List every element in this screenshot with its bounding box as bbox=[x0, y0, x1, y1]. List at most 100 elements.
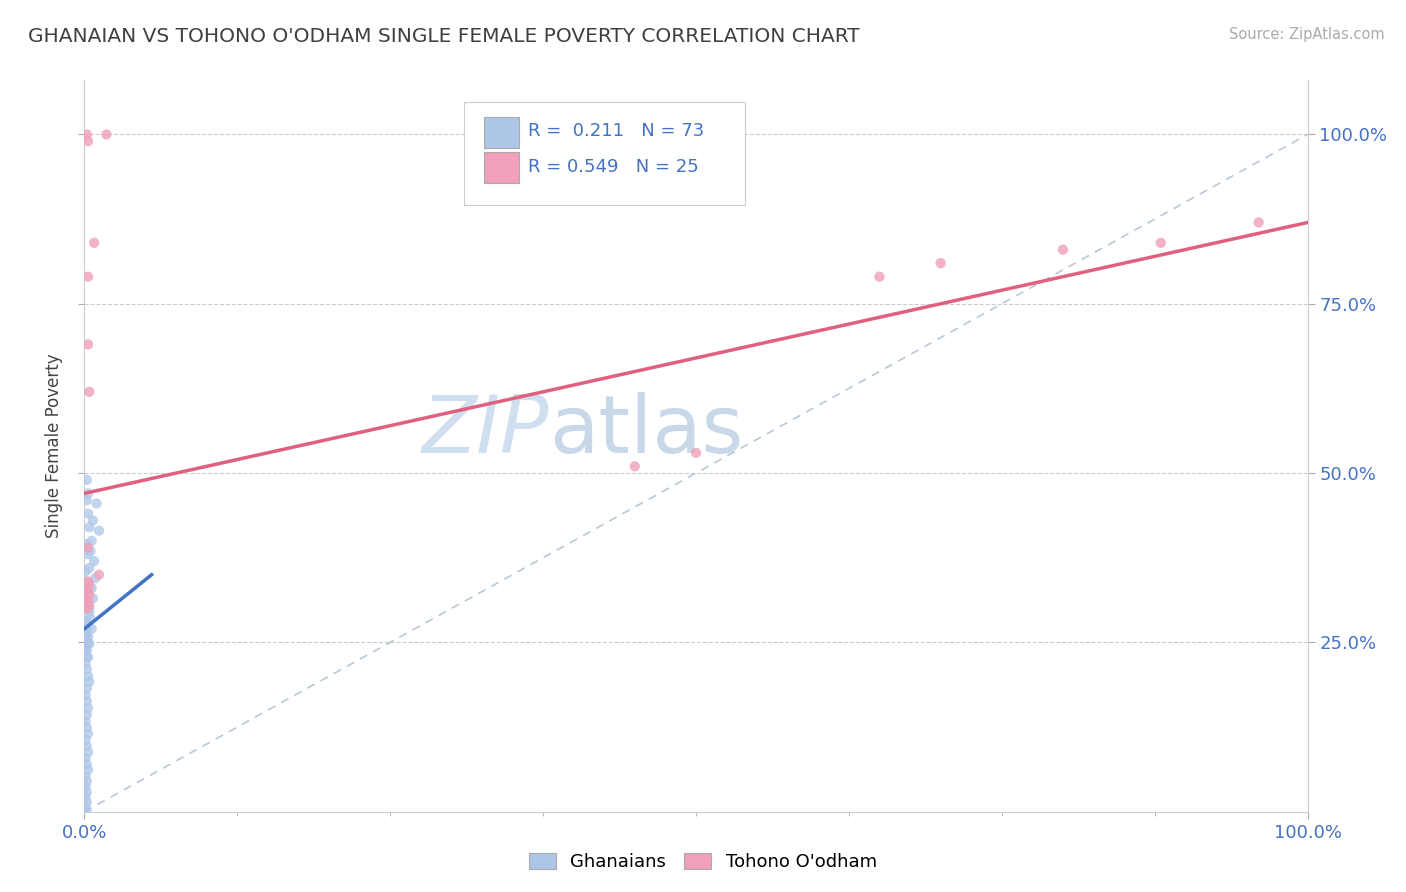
Point bbox=[77, 635, 100, 649]
Point bbox=[76, 795, 98, 809]
Point bbox=[77, 584, 100, 599]
Point bbox=[77, 701, 100, 715]
Bar bbox=[484, 117, 519, 147]
Point bbox=[75, 800, 97, 814]
Point bbox=[77, 581, 100, 595]
Point bbox=[929, 256, 952, 270]
Point bbox=[77, 598, 100, 612]
Point bbox=[77, 134, 100, 148]
Point bbox=[76, 629, 98, 643]
Point bbox=[75, 650, 97, 665]
Point bbox=[76, 694, 98, 708]
Point bbox=[75, 643, 97, 657]
Point bbox=[76, 537, 98, 551]
Bar bbox=[484, 152, 519, 183]
Point bbox=[75, 769, 97, 783]
Point bbox=[76, 590, 98, 604]
Point bbox=[96, 128, 118, 142]
Point bbox=[76, 591, 98, 606]
Point bbox=[79, 612, 101, 626]
Point bbox=[75, 632, 97, 646]
Point bbox=[75, 714, 97, 729]
Point bbox=[76, 707, 98, 722]
Point bbox=[75, 564, 97, 578]
Point bbox=[86, 497, 108, 511]
Point bbox=[77, 598, 100, 612]
Point bbox=[1150, 235, 1173, 250]
Point bbox=[79, 544, 101, 558]
Point bbox=[77, 727, 100, 741]
Point bbox=[869, 269, 891, 284]
Point bbox=[82, 591, 104, 606]
Point bbox=[75, 614, 97, 628]
Point bbox=[77, 384, 100, 399]
Point bbox=[75, 625, 97, 640]
Point bbox=[75, 622, 97, 636]
Point bbox=[75, 637, 97, 651]
Point bbox=[83, 554, 105, 568]
Legend: Ghanaians, Tohono O'odham: Ghanaians, Tohono O'odham bbox=[522, 846, 884, 879]
Point bbox=[76, 622, 98, 636]
Point bbox=[77, 507, 100, 521]
Point bbox=[80, 622, 103, 636]
Point bbox=[75, 751, 97, 765]
Point bbox=[75, 733, 97, 747]
Point bbox=[77, 763, 100, 777]
Point bbox=[76, 601, 98, 615]
Point bbox=[75, 790, 97, 805]
Point bbox=[73, 646, 96, 660]
Point bbox=[76, 681, 98, 696]
Point bbox=[76, 721, 98, 735]
Point bbox=[77, 269, 100, 284]
Point bbox=[75, 615, 97, 629]
Point bbox=[77, 637, 100, 651]
Point bbox=[77, 745, 100, 759]
Point bbox=[76, 739, 98, 753]
Point bbox=[76, 574, 98, 589]
Point bbox=[77, 486, 100, 500]
Text: R =  0.211   N = 73: R = 0.211 N = 73 bbox=[529, 122, 704, 140]
Point bbox=[76, 581, 98, 595]
Point bbox=[83, 235, 105, 250]
Point bbox=[77, 630, 100, 644]
Point bbox=[73, 622, 96, 636]
Point bbox=[76, 128, 98, 142]
Point bbox=[76, 805, 98, 819]
Point bbox=[80, 581, 103, 595]
Point bbox=[75, 648, 97, 662]
Point bbox=[624, 459, 647, 474]
Point bbox=[82, 514, 104, 528]
Point bbox=[77, 547, 100, 561]
FancyBboxPatch shape bbox=[464, 103, 745, 204]
Point bbox=[77, 650, 100, 665]
Point bbox=[77, 337, 100, 351]
Point bbox=[73, 629, 96, 643]
Point bbox=[77, 578, 100, 592]
Point bbox=[77, 520, 100, 534]
Text: R = 0.549   N = 25: R = 0.549 N = 25 bbox=[529, 158, 699, 176]
Point bbox=[76, 785, 98, 799]
Point bbox=[75, 780, 97, 794]
Point bbox=[77, 574, 100, 589]
Point bbox=[75, 688, 97, 702]
Point bbox=[75, 657, 97, 671]
Point bbox=[76, 643, 98, 657]
Point bbox=[87, 567, 110, 582]
Point bbox=[77, 588, 100, 602]
Point bbox=[73, 639, 96, 653]
Point bbox=[77, 561, 100, 575]
Point bbox=[77, 669, 100, 683]
Point bbox=[76, 757, 98, 772]
Point bbox=[76, 663, 98, 677]
Point bbox=[87, 524, 110, 538]
Point bbox=[80, 533, 103, 548]
Text: Source: ZipAtlas.com: Source: ZipAtlas.com bbox=[1229, 27, 1385, 42]
Point bbox=[84, 571, 107, 585]
Y-axis label: Single Female Poverty: Single Female Poverty bbox=[45, 354, 63, 538]
Point bbox=[1247, 215, 1270, 229]
Point bbox=[77, 541, 100, 555]
Text: ZIP: ZIP bbox=[422, 392, 550, 470]
Point bbox=[77, 595, 100, 609]
Point bbox=[77, 674, 100, 689]
Point bbox=[76, 774, 98, 789]
